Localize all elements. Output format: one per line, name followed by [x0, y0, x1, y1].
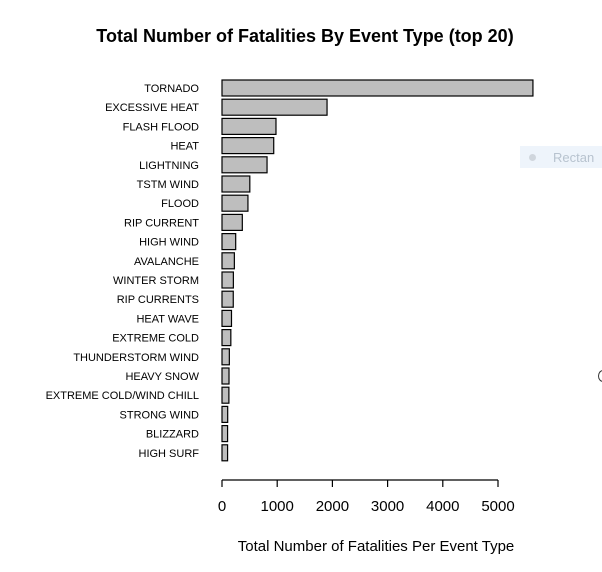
category-label-extreme-cold: EXTREME COLD — [112, 333, 199, 345]
category-labels: TORNADO EXCESSIVE HEAT FLASH FLOOD HEAT LIGH… — [46, 83, 200, 460]
category-label-high-wind: HIGH WIND — [139, 237, 199, 249]
bar-rip-currents — [221, 290, 234, 308]
category-label-tstm-wind: TSTM WIND — [137, 179, 199, 191]
bar-winter-storm — [221, 271, 234, 289]
bar-blizzard — [221, 425, 229, 443]
bar-avalanche — [221, 252, 235, 270]
category-label-strong-wind: STRONG WIND — [120, 409, 199, 421]
category-label-high-surf: HIGH SURF — [139, 448, 200, 460]
x-tick-label: 0 — [218, 498, 226, 515]
x-tick-label: 3000 — [371, 498, 404, 515]
bar-flash-flood — [221, 117, 277, 136]
category-label-flash-flood: FLASH FLOOD — [123, 121, 199, 133]
bar-excessive-heat — [221, 98, 328, 116]
bar-lightning — [221, 156, 268, 174]
bar-strong-wind — [221, 405, 229, 423]
legend-overlay-label: Rectan — [553, 149, 595, 165]
category-label-tornado: TORNADO — [144, 83, 199, 95]
category-label-thunderstorm-wind: THUNDERSTORM WIND — [73, 352, 199, 364]
category-label-heat-wave: HEAT WAVE — [136, 313, 199, 325]
edge-arc-icon — [598, 370, 602, 382]
bar-extreme-cold-wind-chill — [221, 386, 230, 404]
bar-heat-wave — [221, 309, 233, 327]
bar-tstm-wind — [221, 175, 251, 193]
bars-group — [221, 79, 534, 462]
category-label-winter-storm: WINTER STORM — [113, 275, 199, 287]
category-label-extreme-cold-wind-chill: EXTREME COLD/WIND CHILL — [46, 390, 199, 402]
category-label-rip-current: RIP CURRENT — [124, 217, 199, 229]
bar-heavy-snow — [221, 367, 230, 385]
category-label-flood: FLOOD — [161, 198, 199, 210]
x-tick-label: 5000 — [481, 498, 514, 515]
category-label-lightning: LIGHTNING — [139, 160, 199, 172]
x-tick-label: 2000 — [316, 498, 349, 515]
legend-dot-icon — [529, 153, 536, 161]
x-tick-label: 4000 — [426, 498, 459, 515]
category-label-excessive-heat: EXCESSIVE HEAT — [105, 102, 199, 114]
bar-high-surf — [221, 444, 229, 462]
bar-tornado — [221, 79, 534, 97]
category-label-rip-currents: RIP CURRENTS — [117, 294, 199, 306]
category-label-heat: HEAT — [170, 141, 199, 153]
category-label-avalanche: AVALANCHE — [134, 256, 199, 268]
x-axis: 0 1000 2000 3000 4000 5000 — [218, 479, 515, 515]
bar-rip-current — [221, 213, 243, 231]
chart-title: Total Number of Fatalities By Event Type… — [96, 26, 513, 46]
x-axis-label: Total Number of Fatalities Per Event Typ… — [238, 538, 515, 555]
bar-flood — [221, 194, 249, 212]
category-label-heavy-snow: HEAVY SNOW — [125, 371, 199, 383]
category-label-blizzard: BLIZZARD — [146, 429, 199, 441]
x-tick-label: 1000 — [261, 498, 294, 515]
bar-thunderstorm-wind — [221, 348, 230, 366]
bar-heat — [221, 137, 275, 155]
legend-tooltip-overlay: Rectan — [520, 146, 602, 168]
bar-extreme-cold — [221, 329, 232, 347]
bar-high-wind — [221, 233, 237, 251]
